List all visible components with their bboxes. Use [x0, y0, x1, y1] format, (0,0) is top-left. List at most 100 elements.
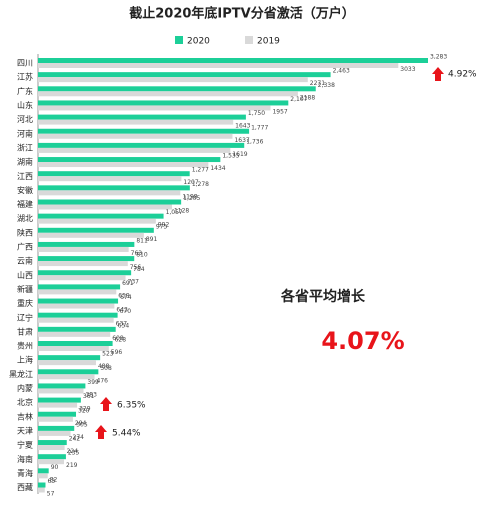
bar — [38, 270, 132, 276]
bar — [38, 317, 114, 323]
data-label: 1643 — [235, 123, 250, 130]
y-tick-label: 四川 — [17, 59, 33, 68]
bar — [38, 128, 250, 134]
data-label: 523 — [102, 351, 114, 358]
bar — [38, 147, 231, 153]
bar — [38, 473, 48, 479]
y-tick-label: 湖北 — [17, 214, 33, 223]
bar — [38, 119, 234, 125]
y-tick-label: 甘肃 — [17, 326, 33, 336]
data-label: 1207 — [183, 179, 198, 186]
bar — [38, 383, 86, 389]
legend-swatch — [245, 36, 253, 44]
bar — [38, 227, 154, 233]
bar — [38, 355, 101, 361]
legend-swatch — [175, 36, 183, 44]
y-tick-label: 福建 — [17, 199, 33, 209]
data-label: 1619 — [232, 151, 247, 158]
bar — [38, 374, 95, 380]
data-label: 1,057 — [166, 209, 183, 216]
bar — [38, 341, 113, 346]
bar — [38, 284, 121, 290]
y-tick-label: 宁夏 — [17, 440, 33, 450]
data-label: 320 — [78, 407, 90, 414]
y-tick-label: 天津 — [17, 425, 33, 435]
data-label: 670 — [120, 308, 132, 315]
bar — [38, 261, 128, 267]
y-tick-label: 西藏 — [17, 482, 33, 492]
y-tick-label: 北京 — [17, 397, 33, 407]
y-tick-label: 广东 — [17, 86, 33, 96]
data-label: 891 — [146, 236, 158, 243]
y-tick-label: 陕西 — [17, 227, 33, 237]
data-label: 691 — [122, 280, 134, 287]
y-tick-label: 山西 — [17, 270, 33, 280]
bar — [38, 388, 84, 394]
bar — [38, 171, 190, 177]
data-label: 1637 — [234, 137, 249, 144]
bar — [38, 105, 271, 111]
bar — [38, 72, 331, 78]
data-label: 476 — [97, 377, 109, 384]
y-tick-label: 浙江 — [17, 142, 33, 152]
data-label: 637 — [116, 321, 128, 328]
data-label: 628 — [115, 337, 127, 344]
data-label: 242 — [69, 436, 81, 443]
up-arrow — [432, 67, 444, 81]
data-label: 975 — [156, 223, 168, 230]
y-tick-label: 山东 — [17, 100, 33, 110]
y-tick-label: 江西 — [17, 172, 33, 181]
bar — [38, 162, 209, 168]
data-label: 1434 — [210, 165, 225, 172]
bar — [38, 133, 233, 139]
legend-label: 2019 — [257, 37, 280, 47]
data-label: 674 — [120, 294, 132, 301]
data-label: 1,205 — [183, 195, 200, 202]
data-label: 219 — [66, 462, 78, 469]
y-tick-label: 贵州 — [17, 341, 33, 351]
bar — [38, 246, 129, 252]
bar — [38, 241, 135, 247]
data-label: 596 — [111, 349, 123, 356]
bar — [38, 440, 67, 446]
data-label: 1,736 — [246, 138, 263, 145]
bar — [38, 275, 126, 281]
data-label: 90 — [51, 464, 59, 471]
bar — [38, 459, 65, 465]
data-label: 361 — [83, 393, 95, 400]
bar — [38, 482, 46, 488]
up-arrow — [95, 425, 107, 439]
data-label: 274 — [73, 434, 85, 441]
bar — [38, 86, 316, 92]
data-label: 643 — [116, 307, 128, 314]
up-arrow — [100, 397, 112, 411]
bar — [38, 425, 75, 431]
bar — [38, 114, 246, 120]
bar — [38, 199, 182, 205]
bar — [38, 416, 73, 422]
data-label: 399 — [87, 379, 99, 386]
bar — [38, 232, 144, 238]
data-label: 1198 — [182, 193, 197, 200]
bar — [38, 454, 66, 460]
annotation: 5.44% — [112, 429, 141, 439]
data-label: 1957 — [272, 108, 287, 115]
data-label: 659 — [118, 292, 130, 299]
bar — [38, 142, 245, 148]
y-tick-label: 河南 — [17, 128, 33, 138]
data-label: 992 — [158, 222, 170, 229]
y-tick-label: 广西 — [17, 242, 33, 252]
data-label: 2,338 — [318, 82, 335, 89]
data-label: 224 — [67, 448, 79, 455]
data-label: 1,278 — [192, 181, 209, 188]
bar — [38, 346, 109, 351]
bar — [38, 298, 119, 304]
data-label: 305 — [76, 421, 88, 428]
bar — [38, 91, 298, 97]
data-label: 737 — [128, 278, 140, 285]
data-label: 756 — [130, 264, 142, 271]
data-label: 1128 — [174, 208, 189, 215]
bar — [38, 185, 190, 191]
bar — [38, 445, 65, 451]
bar — [38, 360, 96, 366]
